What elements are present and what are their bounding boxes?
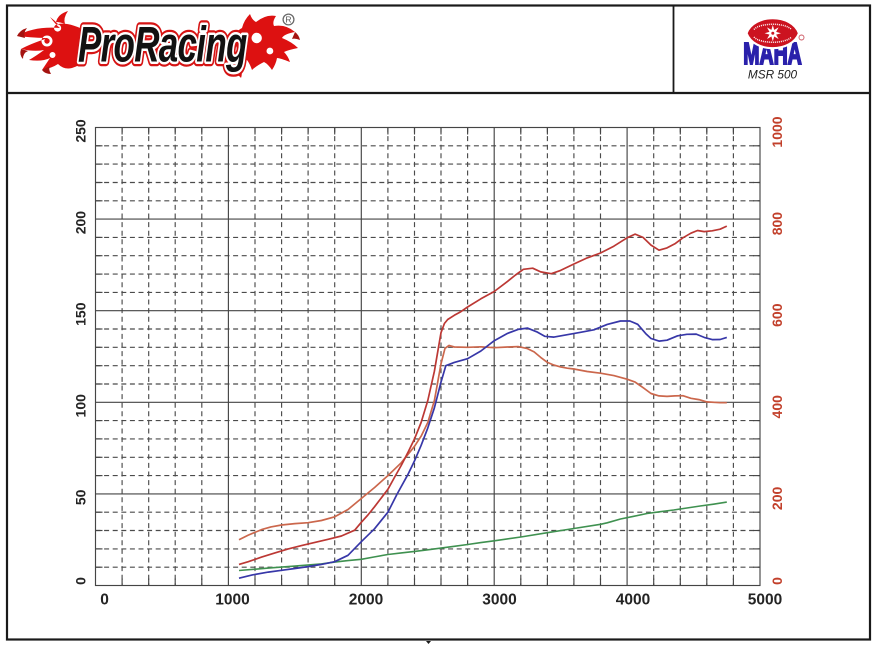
svg-text:100: 100 xyxy=(73,394,89,418)
svg-text:0: 0 xyxy=(73,577,89,585)
svg-text:ProRacing: ProRacing xyxy=(78,17,247,73)
svg-text:0: 0 xyxy=(769,577,785,585)
svg-text:2000: 2000 xyxy=(349,592,383,609)
svg-text:1000: 1000 xyxy=(769,116,785,147)
svg-text:400: 400 xyxy=(769,395,785,419)
svg-text:4000: 4000 xyxy=(616,592,650,609)
svg-text:200: 200 xyxy=(73,211,89,235)
svg-text:ProRacing: ProRacing xyxy=(78,17,247,73)
svg-text:150: 150 xyxy=(73,302,89,326)
svg-text:250: 250 xyxy=(73,119,89,143)
svg-text:50: 50 xyxy=(73,489,89,505)
svg-text:MSR 500: MSR 500 xyxy=(748,68,798,82)
svg-text:800: 800 xyxy=(769,212,785,236)
svg-text:3000: 3000 xyxy=(482,592,516,609)
svg-text:600: 600 xyxy=(769,303,785,327)
svg-text:0: 0 xyxy=(100,592,109,609)
svg-text:1000: 1000 xyxy=(215,592,249,609)
svg-text:ProRacing: ProRacing xyxy=(78,17,247,73)
svg-text:5000: 5000 xyxy=(748,592,782,609)
svg-text:R: R xyxy=(285,15,291,25)
svg-text:200: 200 xyxy=(769,487,785,511)
